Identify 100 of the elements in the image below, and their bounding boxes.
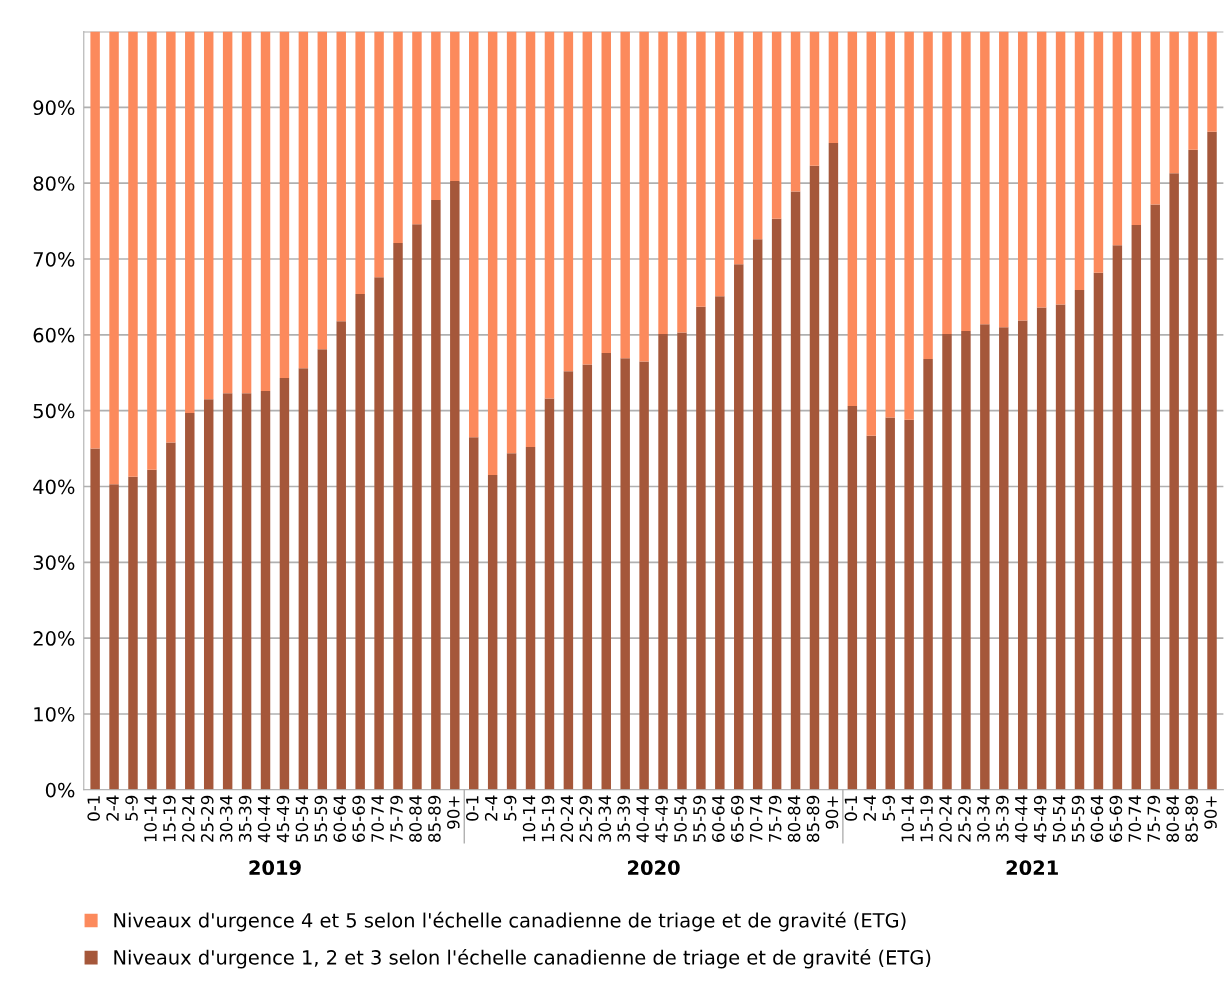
bar: [563, 371, 574, 790]
bar: [1207, 31, 1217, 132]
bar: [790, 191, 801, 790]
bar: [260, 390, 271, 790]
bar: [885, 31, 895, 418]
x-tick-label: 25-29: [958, 795, 971, 842]
bar: [412, 31, 422, 225]
bar: [961, 31, 971, 332]
bar: [412, 224, 422, 790]
bar: [374, 31, 384, 278]
y-tick-label: 40%: [33, 479, 75, 495]
x-tick-label: 0-1: [465, 796, 479, 821]
bar: [885, 417, 895, 790]
x-tick-label: 65-69: [1109, 795, 1123, 842]
legend-label: Niveaux d'urgence 4 et 5 selon l'échelle canadienne de triage et de gravité (ETG): [114, 911, 906, 932]
x-tick-label: 85-89: [428, 795, 441, 842]
x-tick-label: 20-24: [560, 795, 574, 842]
x-tick-label: 35-39: [238, 795, 252, 842]
bar: [639, 361, 649, 790]
x-tick-label: 90+: [825, 796, 839, 829]
x-tick-label: 0-1: [844, 796, 858, 821]
x-tick-label: 10-14: [901, 795, 914, 842]
bar: [1074, 290, 1085, 790]
x-tick-label: 15-19: [920, 795, 933, 842]
bar: [450, 31, 460, 181]
x-tick-label: 5-9: [503, 795, 517, 821]
bar: [734, 31, 744, 265]
bar: [828, 31, 839, 144]
bar: [658, 31, 668, 335]
x-tick-label: 10-14: [522, 795, 536, 842]
bar: [809, 31, 820, 166]
bar: [166, 31, 176, 443]
bar: [1207, 131, 1217, 790]
bar: [128, 31, 138, 477]
x-tick-label: 45-49: [1033, 795, 1047, 843]
x-tick-label: 45-49: [655, 795, 668, 843]
y-tick-label: 20%: [33, 631, 75, 646]
bar: [866, 31, 877, 436]
x-tick-label: 50-54: [295, 795, 309, 842]
y-tick-label: 30%: [33, 555, 75, 570]
y-tick-label: 10%: [34, 706, 75, 722]
bar: [904, 419, 914, 790]
bar: [393, 243, 403, 790]
bar: [336, 31, 346, 322]
bar: [1131, 31, 1142, 225]
bar: [241, 393, 252, 790]
x-tick-label: 85-89: [1185, 795, 1198, 842]
bar: [582, 31, 593, 365]
x-tick-label: 80-84: [787, 795, 801, 842]
bar: [487, 31, 498, 476]
bar: [696, 306, 706, 790]
y-tick-label: 80%: [33, 176, 75, 191]
bar: [999, 31, 1009, 328]
x-tick-label: 10-14: [144, 795, 157, 842]
bar: [639, 31, 649, 362]
bar: [677, 31, 687, 333]
x-tick-label: 15-19: [541, 795, 555, 842]
bar: [1131, 224, 1142, 790]
y-tick-label: 70%: [33, 251, 75, 267]
bar: [601, 31, 611, 354]
x-tick-label: 55-59: [314, 795, 328, 842]
x-tick-label: 90+: [447, 796, 460, 829]
y-tick-label: 60%: [33, 327, 75, 343]
y-tick-label: 90%: [33, 100, 75, 116]
x-tick-label: 70-74: [371, 795, 384, 842]
bar: [147, 31, 157, 470]
bar: [790, 31, 801, 192]
x-tick-label: 50-54: [674, 795, 687, 842]
x-tick-label: 20-24: [939, 795, 952, 842]
x-tick-label: 60-64: [1090, 795, 1104, 842]
y-tick-label: 0%: [45, 782, 75, 798]
bar: [525, 31, 536, 448]
bar: [752, 239, 763, 790]
bar: [715, 296, 725, 790]
bar: [1017, 31, 1028, 321]
bar: [980, 324, 990, 790]
bar: [771, 31, 782, 219]
bar: [1169, 31, 1179, 174]
bar: [696, 31, 706, 307]
bar: [544, 398, 555, 790]
x-tick-label: 70-74: [1128, 795, 1142, 842]
bar: [677, 332, 687, 790]
bar: [90, 31, 100, 449]
bar: [771, 218, 782, 790]
bar: [866, 435, 877, 790]
bar: [1074, 31, 1085, 291]
bar: [298, 31, 309, 369]
bar: [1017, 320, 1028, 790]
bar: [506, 31, 517, 454]
bar: [109, 484, 119, 790]
x-tick-label: 80-84: [1166, 795, 1179, 842]
bar: [1055, 31, 1066, 305]
bar: [1169, 173, 1179, 790]
x-tick-label: 60-64: [333, 795, 347, 842]
x-tick-label: 40-44: [636, 795, 649, 843]
x-tick-label: 90+: [1204, 796, 1217, 829]
bar: [128, 476, 138, 790]
x-tick-label: 35-39: [996, 795, 1009, 842]
bar: [260, 31, 271, 391]
bar: [658, 334, 668, 790]
